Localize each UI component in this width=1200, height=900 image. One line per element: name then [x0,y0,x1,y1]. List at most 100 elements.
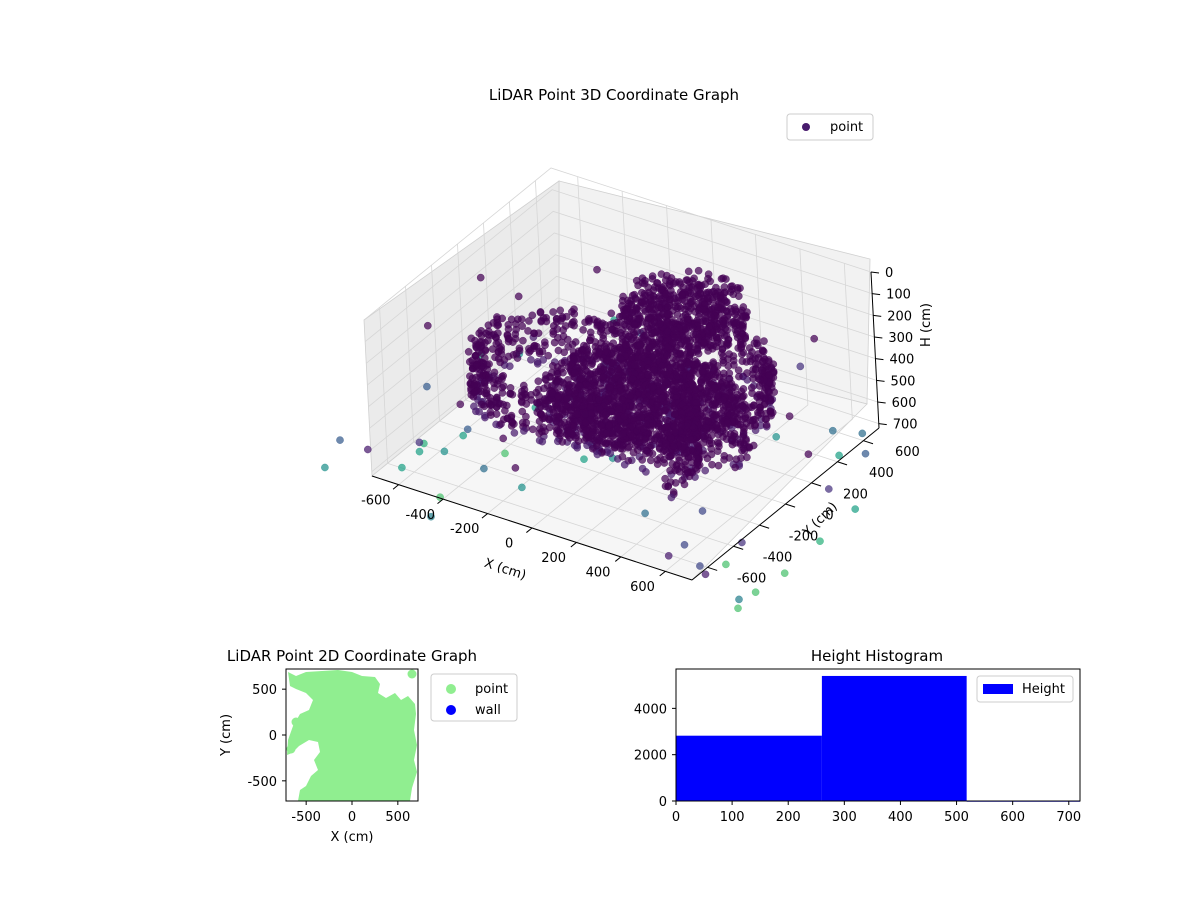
scatter-point [695,286,703,295]
scatter-point [628,402,637,411]
scatter-point [724,362,733,370]
scatter-point [674,415,683,424]
scatter-point [751,588,760,597]
scatter-point [693,345,702,354]
scatter-point [504,325,513,333]
scatter-point [699,317,708,326]
scatter-point [483,365,492,374]
z-axis-line-3d [870,271,880,429]
y-axis-line-3d [691,427,880,581]
y-tick-label-2d: 500 [252,683,277,698]
scatter-point [757,391,765,400]
scatter-point [701,361,710,370]
point-2d [286,744,296,754]
ticks-2d: -500 0 500 500 0 -500 [247,683,410,825]
axes-3d: -600-400-2000200400600-600-400-200020040… [361,266,920,595]
scatter-point [762,421,771,429]
scatter-point [638,456,647,464]
scatter-point [765,388,774,396]
scatter-point [625,332,633,341]
scatter-point [719,274,727,283]
scatter-point [580,455,588,464]
scatter-point [626,392,635,400]
scatter-point [496,399,504,408]
histogram-x-tick-label: 300 [832,810,857,825]
scatter-point [714,461,723,470]
scatter-point [633,348,642,356]
scatter-point [720,455,728,464]
scatter-point [661,368,670,377]
scatter-point [772,432,781,441]
scatter-point [586,328,595,337]
y-tick-label-3d: -400 [763,551,793,566]
x-tick-label-2d: 0 [348,810,356,825]
histogram-bar [821,675,967,801]
scatter-point [533,358,542,366]
scatter-point [810,334,819,343]
grid-line-z [363,167,872,321]
scatter-point [619,429,627,438]
scatter-point [544,351,553,360]
scatter-point [470,380,479,388]
y-tick-mark-3d [863,440,874,445]
scatter-point [471,388,479,396]
y-tick-label-3d: 0 [825,508,833,523]
scatter-point [739,430,748,439]
scatter-point [642,468,650,476]
x-axis-label-2d: X (cm) [331,830,374,845]
scatter-point [734,366,743,375]
scatter-point [666,466,674,475]
scatter-point [525,317,533,325]
scatter-point [537,316,546,325]
point-2d [291,717,301,727]
scatter-point [725,375,734,383]
scatter-point [737,329,745,337]
scatter-point [620,412,629,421]
z-tick-label-3d: 700 [893,418,918,433]
scatter-point [528,311,537,320]
scatter-point [700,338,708,347]
histogram-x-tick-label: 200 [776,810,801,825]
scatter-point [650,366,658,374]
scatter-point [661,482,670,491]
x-tick-label-2d: 500 [385,810,410,825]
legend-3d: point [786,113,874,141]
y-tick-label-2d: 0 [269,729,277,744]
scatter-point [724,355,732,363]
scatter-point [593,450,602,459]
histogram-bar [676,735,822,801]
scatter-point [663,327,672,336]
scatter-point [559,326,568,334]
legend-histogram-label: Height [1022,682,1065,697]
y-tick-mark-3d [707,566,718,571]
scatter-point [336,436,344,444]
legend-2d-marker-wall [446,705,456,715]
scatter-point [699,305,708,314]
scatter-point [719,396,728,405]
scatter-point [582,426,590,435]
scatter-point [530,341,539,350]
grid-line-y [379,307,708,568]
scatter-point [734,604,742,613]
scatter-point [535,349,544,358]
scatter-point [683,276,692,284]
scatter-point [499,434,508,443]
scatter-point [804,450,813,459]
scatter-point [621,310,630,319]
y-axis-label-3d: Y (cm) [800,499,841,540]
scatter-point [511,464,520,472]
scatter-point [738,312,747,321]
scatter-point [662,448,671,457]
point-2d [407,669,417,679]
scatter-point [653,279,662,288]
scatter-point [494,376,503,385]
scatter-point [711,383,719,392]
scatter-point [534,377,543,386]
scatter-point [595,404,604,413]
scatter-point [581,410,590,419]
scatter-point [661,474,669,483]
scatter-point [586,336,594,345]
scatter-point [591,375,600,383]
legend-histogram-frame [976,675,1074,703]
histogram-y-tick-label: 2000 [634,749,667,764]
